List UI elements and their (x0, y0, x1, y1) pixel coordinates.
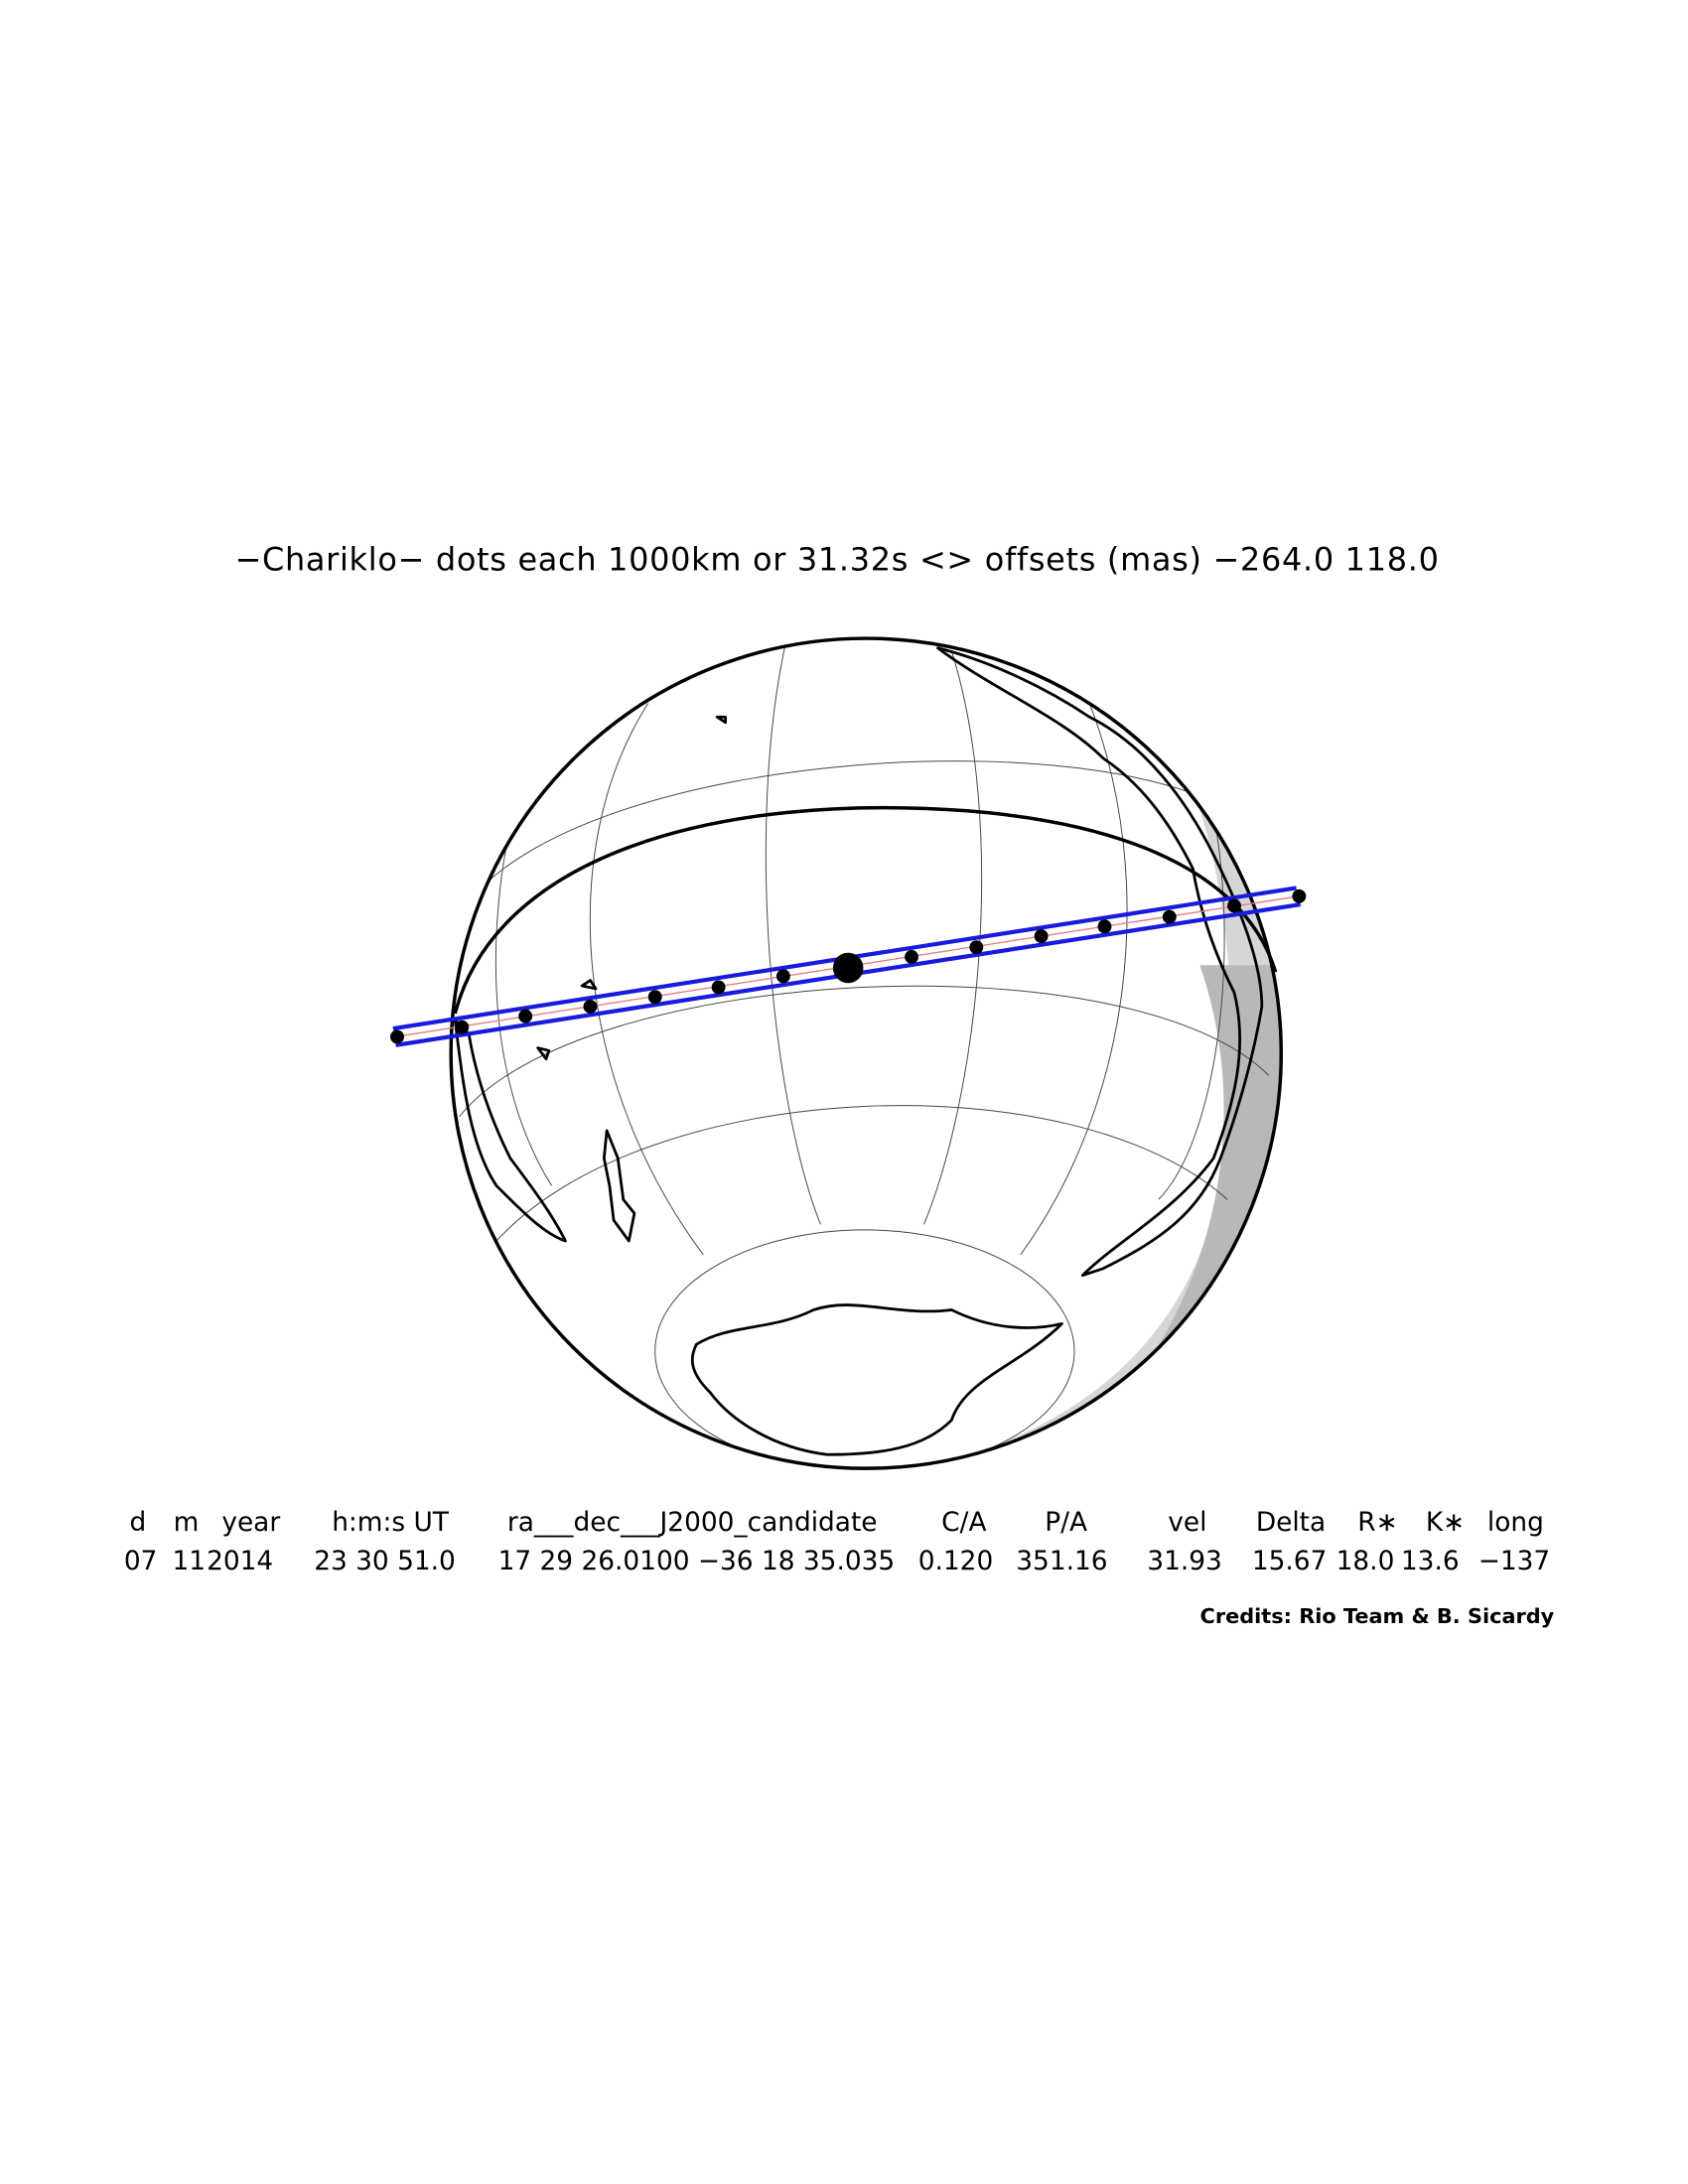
column-header: K∗ (1426, 1508, 1465, 1538)
credits: Credits: Rio Team & B. Sicardy (1200, 1604, 1555, 1628)
column-header: d (130, 1508, 147, 1538)
column-header: year (221, 1508, 280, 1538)
column-value: 11 (172, 1547, 206, 1576)
globe (449, 636, 1284, 1470)
column-value: 23 30 51.0 (314, 1547, 456, 1576)
parameter-table: d m year h:m:s UT ra___dec___J2000_candidate… (124, 1508, 1550, 1576)
column-header: h:m:s UT (332, 1508, 450, 1538)
column-value: 18.0 (1336, 1547, 1395, 1576)
coastlines (453, 646, 1264, 1456)
terminator (453, 805, 1278, 1015)
column-header: C/A (941, 1508, 986, 1538)
column-value: 15.67 (1252, 1547, 1328, 1576)
column-value: 2014 (207, 1547, 273, 1576)
column-header: ra___dec___J2000_candidate (507, 1508, 878, 1538)
column-header: Delta (1256, 1508, 1326, 1538)
column-value: 13.6 (1401, 1547, 1460, 1576)
map-title: −Chariklo− dots each 1000km or 31.32s <>… (235, 540, 1440, 578)
path-dots (390, 888, 1307, 1044)
column-header: vel (1168, 1508, 1206, 1538)
shadow-path (390, 886, 1307, 1047)
column-header: long (1487, 1508, 1544, 1538)
column-value: 07 (124, 1547, 158, 1576)
column-value: −137 (1478, 1547, 1550, 1576)
column-value: 351.16 (1016, 1547, 1107, 1576)
column-value: 31.93 (1147, 1547, 1222, 1576)
column-header: m (174, 1508, 200, 1538)
column-value: 17 29 26.0100 −36 18 35.035 (498, 1547, 896, 1576)
column-header: R∗ (1357, 1508, 1397, 1538)
column-value: 0.120 (918, 1547, 994, 1576)
column-header: P/A (1045, 1508, 1087, 1538)
